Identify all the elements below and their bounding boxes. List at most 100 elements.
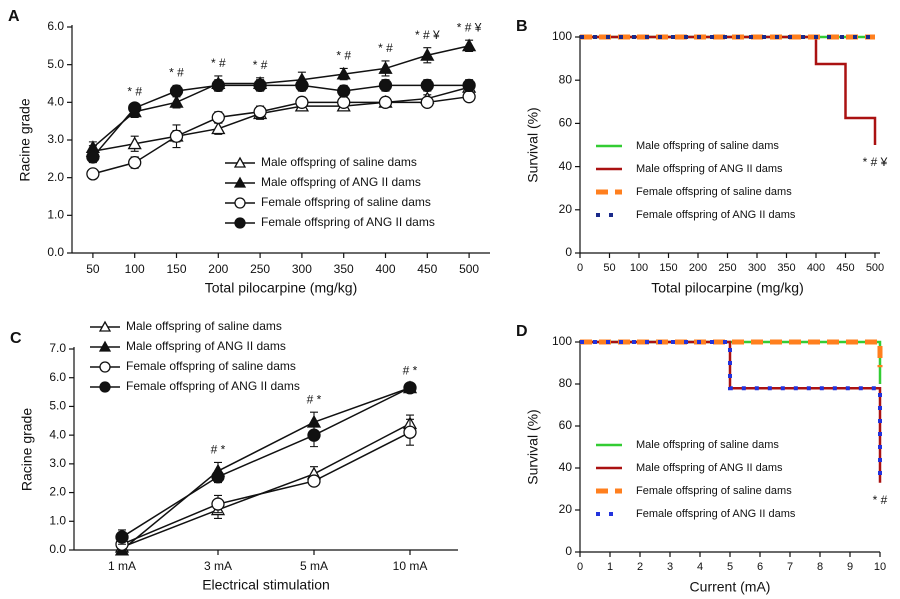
y-tick-label: 5.0: [47, 57, 64, 71]
y-tick-label: 60: [559, 418, 573, 432]
marker: [98, 340, 112, 352]
x-tick-label: 300: [292, 262, 312, 276]
x-tick-label: 5 mA: [300, 559, 328, 573]
x-axis-title: Current (mA): [690, 579, 771, 595]
marker: [378, 78, 393, 93]
y-axis-title: Racine grade: [17, 98, 33, 181]
annotation: * #: [253, 58, 268, 72]
marker: [169, 129, 184, 143]
marker: [295, 78, 309, 93]
y-tick-label: 80: [559, 72, 573, 86]
y-axis-title: Survival (%): [525, 409, 541, 484]
y-tick-label: 4.0: [49, 427, 66, 441]
x-tick-label: 3 mA: [204, 559, 232, 573]
marker: [234, 217, 246, 229]
annotation: * #: [336, 49, 351, 63]
marker: [378, 95, 393, 109]
marker: [462, 78, 476, 93]
marker: [99, 361, 111, 373]
marker: [253, 78, 267, 93]
marker: [403, 381, 417, 395]
marker: [461, 38, 477, 52]
x-tick-label: 450: [417, 262, 437, 276]
x-tick-label: 1: [607, 561, 613, 573]
series-line: [92, 95, 470, 175]
legend-label: Female offspring of saline dams: [636, 186, 792, 198]
x-tick-label: 300: [748, 262, 766, 274]
annotation: * #: [169, 66, 184, 80]
y-tick-label: 0: [565, 245, 572, 259]
y-tick-label: 0.0: [49, 542, 66, 556]
legend-label: Female offspring of ANG II dams: [636, 508, 796, 520]
x-tick-label: 350: [777, 262, 795, 274]
y-axis-title: Survival (%): [525, 107, 541, 182]
x-tick-label: 1 mA: [108, 559, 136, 573]
marker: [211, 497, 225, 511]
annotation: # *: [211, 443, 226, 457]
marker: [295, 95, 309, 109]
annotation: * # ¥: [457, 20, 482, 34]
y-tick-label: 20: [559, 202, 573, 216]
y-tick-label: 2.0: [47, 170, 64, 184]
marker: [233, 176, 247, 188]
x-tick-label: 200: [689, 262, 707, 274]
legend-label: Male offspring of ANG II dams: [261, 175, 421, 189]
x-tick-label: 0: [577, 262, 583, 274]
survival-curve: [580, 340, 882, 483]
y-tick-label: 20: [559, 502, 573, 516]
x-tick-label: 10 mA: [393, 559, 428, 573]
y-tick-label: 3.0: [47, 132, 64, 146]
x-tick-label: 250: [718, 262, 736, 274]
x-tick-label: 6: [757, 561, 763, 573]
marker: [211, 121, 226, 135]
panel-label: A: [8, 8, 20, 25]
y-tick-label: 80: [559, 376, 573, 390]
chart-panel: A 0.0 1.0 2.0 3.0 4.0 5.0 6.0 50 100 150 200 250 300 3…: [8, 8, 490, 296]
marker: [378, 61, 393, 74]
marker: [253, 105, 267, 119]
y-tick-label: 4.0: [47, 95, 64, 109]
x-tick-label: 5: [727, 561, 733, 573]
marker: [420, 95, 434, 109]
x-tick-label: 7: [787, 561, 793, 573]
x-tick-label: 9: [847, 561, 853, 573]
legend-label: Male offspring of saline dams: [126, 319, 282, 333]
y-tick-label: 3.0: [49, 456, 66, 470]
series-line: [121, 387, 411, 551]
marker: [420, 47, 435, 61]
annotation: * # ¥: [415, 28, 440, 42]
x-tick-label: 400: [807, 262, 825, 274]
legend-label: Male offspring of ANG II dams: [636, 163, 783, 175]
survival-curve: [580, 339, 883, 368]
y-tick-label: 40: [559, 460, 573, 474]
x-tick-label: 450: [836, 262, 854, 274]
x-tick-label: 8: [817, 561, 823, 573]
y-tick-label: 60: [559, 116, 573, 130]
x-tick-label: 200: [208, 262, 228, 276]
marker: [169, 84, 184, 98]
x-tick-label: 0: [577, 561, 583, 573]
x-tick-label: 150: [659, 262, 677, 274]
y-axis-title: Racine grade: [19, 408, 35, 491]
marker: [337, 84, 351, 98]
x-axis-title: Total pilocarpine (mg/kg): [205, 280, 358, 296]
series-line: [121, 422, 411, 548]
legend-label: Male offspring of ANG II dams: [126, 339, 286, 353]
marker: [211, 110, 225, 125]
marker: [86, 167, 100, 181]
x-tick-label: 500: [866, 262, 884, 274]
marker: [99, 381, 111, 393]
y-tick-label: 7.0: [49, 341, 66, 355]
marker: [307, 474, 321, 488]
marker: [86, 150, 100, 164]
x-axis-title: Electrical stimulation: [202, 577, 330, 593]
y-tick-label: 2.0: [49, 485, 66, 499]
marker: [211, 78, 225, 93]
marker: [211, 470, 225, 484]
x-tick-label: 50: [86, 262, 100, 276]
marker: [127, 136, 142, 150]
legend-label: Female offspring of saline dams: [261, 195, 431, 209]
x-tick-label: 100: [630, 262, 648, 274]
legend-label: Male offspring of saline dams: [261, 155, 417, 169]
